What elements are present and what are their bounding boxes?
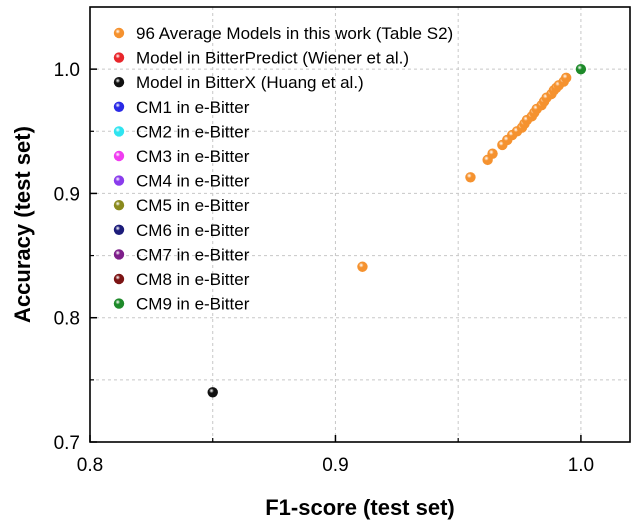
y-tick-label: 0.7: [54, 433, 80, 454]
data-point: [560, 72, 572, 84]
plot-frame: [89, 6, 631, 443]
legend-marker: [113, 200, 125, 211]
legend-label: CM1 in e-Bitter: [136, 98, 250, 117]
legend-marker: [113, 101, 125, 113]
legend-label: CM6 in e-Bitter: [136, 221, 250, 240]
legend-label: CM5 in e-Bitter: [136, 196, 250, 215]
legend-marker: [113, 224, 125, 235]
legend: 96 Average Models in this work (Table S2…: [113, 24, 453, 314]
legend-label: CM2 in e-Bitter: [136, 122, 250, 141]
x-tick-label: 0.8: [77, 455, 103, 476]
data-points: [207, 63, 587, 398]
legend-label: Model in BitterX (Huang et al.): [136, 73, 364, 92]
y-tick-label: 1.0: [54, 60, 80, 81]
axis-ticks: 0.8 0.9 1.00.70.80.91.0: [54, 60, 595, 476]
legend-marker: [113, 27, 125, 39]
legend-label: CM4 in e-Bitter: [136, 172, 250, 191]
x-axis-title: F1-score (test set): [265, 495, 455, 520]
legend-marker: [113, 175, 125, 186]
legend-marker: [113, 298, 125, 309]
legend-label: CM8 in e-Bitter: [136, 270, 250, 289]
legend-label: CM3 in e-Bitter: [136, 147, 250, 166]
data-point: [357, 261, 368, 272]
legend-marker: [113, 249, 125, 260]
y-tick-label: 0.8: [54, 309, 80, 330]
legend-label: CM9 in e-Bitter: [136, 295, 250, 314]
x-tick-label: 1.0: [568, 455, 594, 476]
legend-marker: [113, 126, 125, 137]
data-point: [487, 148, 498, 159]
data-point: [465, 172, 476, 183]
y-axis-title: Accuracy (test set): [10, 126, 35, 323]
legend-marker: [113, 77, 125, 88]
legend-label: CM7 in e-Bitter: [136, 245, 250, 264]
legend-label: 96 Average Models in this work (Table S2…: [136, 24, 453, 43]
data-point: [575, 63, 587, 75]
legend-marker: [113, 150, 125, 162]
x-tick-label: 0.9: [322, 455, 348, 476]
legend-marker: [113, 52, 125, 63]
data-point: [207, 387, 218, 398]
legend-label: Model in BitterPredict (Wiener et al.): [136, 49, 409, 68]
legend-marker: [113, 273, 125, 285]
y-tick-label: 0.9: [54, 184, 80, 205]
